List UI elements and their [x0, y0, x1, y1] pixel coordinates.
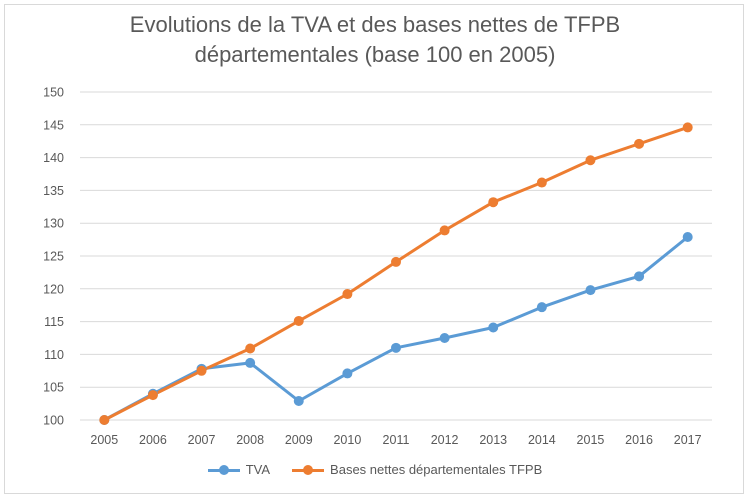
- y-tick-label: 140: [43, 151, 64, 165]
- y-tick-label: 130: [43, 217, 64, 231]
- x-tick-label: 2015: [577, 433, 605, 447]
- legend: TVA Bases nettes départementales TFPB: [0, 462, 750, 477]
- series-line-tfpb: [103, 125, 689, 422]
- chart-title: Evolutions de la TVA et des bases nettes…: [0, 10, 750, 70]
- y-tick-label: 125: [43, 250, 64, 264]
- data-point-tfpb: [585, 155, 596, 166]
- data-point-tfpb: [634, 138, 645, 149]
- data-point-tva: [439, 333, 450, 343]
- data-point-tfpb: [536, 177, 547, 188]
- data-point-tfpb: [147, 390, 158, 401]
- x-tick-label: 2011: [383, 433, 410, 447]
- data-point-tfpb: [293, 315, 304, 326]
- x-tick-label: 2008: [236, 433, 264, 447]
- y-tick-label: 150: [43, 86, 64, 100]
- data-point-tva: [536, 302, 547, 313]
- data-point-tfpb: [682, 122, 693, 133]
- y-tick-label: 115: [44, 315, 64, 329]
- data-point-tfpb: [245, 343, 256, 354]
- x-axis-tick-labels: 2005 2006 2007 2008 2009 2010 2011 2012 2013 2014…: [90, 433, 701, 447]
- data-point-tva: [245, 357, 256, 368]
- x-tick-label: 2010: [333, 433, 361, 447]
- y-tick-label: 135: [43, 184, 64, 198]
- legend-swatch-tfpb: [292, 464, 325, 476]
- data-point-tfpb: [391, 256, 401, 267]
- x-tick-label: 2017: [674, 433, 702, 447]
- data-point-tva: [391, 342, 401, 353]
- data-point-tfpb: [99, 415, 110, 425]
- legend-label-tva: TVA: [245, 462, 271, 477]
- legend-swatch-tva: [207, 464, 240, 476]
- y-tick-label: 120: [43, 282, 64, 296]
- data-point-tfpb: [439, 225, 450, 236]
- y-tick-label: 145: [43, 118, 64, 132]
- y-axis-tick-labels: 100 105 110 115 120 125 130 135 140 145 150: [43, 86, 64, 428]
- x-tick-label: 2014: [528, 433, 556, 447]
- data-point-tfpb: [342, 289, 353, 300]
- x-tick-label: 2009: [285, 433, 313, 447]
- legend-item-tfpb: Bases nettes départementales TFPB: [292, 462, 542, 477]
- x-tick-label: 2013: [479, 433, 507, 447]
- data-point-tva: [488, 322, 499, 333]
- x-tick-label: 2012: [431, 433, 459, 447]
- data-point-tva: [682, 231, 693, 242]
- chart-frame: [4, 4, 744, 494]
- x-tick-label: 2016: [625, 433, 653, 447]
- series-group: [99, 122, 693, 425]
- legend-item-tva: TVA: [207, 462, 271, 477]
- data-point-tva: [585, 285, 596, 296]
- legend-label-tfpb: Bases nettes départementales TFPB: [330, 462, 543, 477]
- gridlines: [80, 91, 712, 421]
- data-point-tfpb: [488, 197, 499, 208]
- chart-title-line-2: départementales (base 100 en 2005): [194, 42, 556, 67]
- y-tick-label: 110: [44, 348, 64, 362]
- x-tick-label: 2006: [139, 433, 167, 447]
- chart-title-line-1: Evolutions de la TVA et des bases nettes…: [129, 12, 621, 37]
- data-point-tva: [342, 368, 353, 379]
- data-point-tfpb: [196, 365, 207, 376]
- x-tick-label: 2005: [90, 433, 118, 447]
- data-point-tva: [293, 395, 304, 406]
- y-tick-label: 100: [43, 414, 64, 428]
- data-point-tva: [634, 271, 645, 282]
- x-tick-label: 2007: [188, 433, 216, 447]
- y-tick-label: 105: [43, 381, 64, 395]
